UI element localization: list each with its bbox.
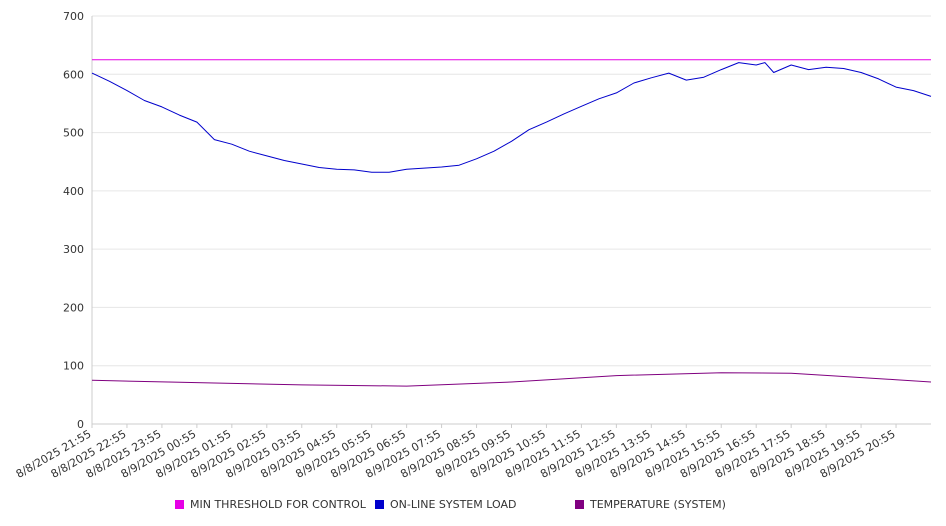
legend-label-min-threshold: MIN THRESHOLD FOR CONTROL	[190, 498, 366, 511]
y-tick-label: 200	[63, 301, 84, 314]
y-tick-label: 600	[63, 68, 84, 81]
y-tick-label: 300	[63, 243, 84, 256]
legend-item-temperature[interactable]: TEMPERATURE (SYSTEM)	[575, 498, 726, 511]
y-tick-label: 100	[63, 360, 84, 373]
legend-item-system-load[interactable]: ON-LINE SYSTEM LOAD	[375, 498, 516, 511]
series-line-2	[91, 372, 932, 387]
legend-swatch-system-load	[375, 500, 384, 509]
gridlines	[92, 15, 931, 425]
y-tick-label: 500	[63, 127, 84, 140]
y-tick-label: 700	[63, 10, 84, 23]
y-tick-label: 400	[63, 185, 84, 198]
legend-item-min-threshold[interactable]: MIN THRESHOLD FOR CONTROL	[175, 498, 366, 511]
axes	[91, 16, 931, 428]
legend-label-system-load: ON-LINE SYSTEM LOAD	[390, 498, 517, 511]
series-line-1	[91, 62, 932, 173]
legend-label-temperature: TEMPERATURE (SYSTEM)	[590, 498, 726, 511]
x-axis-tick-labels: 8/8/2025 21:558/8/2025 22:558/8/2025 23:…	[14, 427, 898, 481]
y-axis-tick-labels: 0 100 200 300 400 500 600 700	[63, 10, 84, 431]
series-lines	[91, 59, 932, 387]
legend: MIN THRESHOLD FOR CONTROL ON-LINE SYSTEM…	[0, 498, 946, 518]
y-tick-label: 0	[77, 418, 84, 431]
legend-swatch-temperature	[575, 500, 584, 509]
legend-swatch-min-threshold	[175, 500, 184, 509]
